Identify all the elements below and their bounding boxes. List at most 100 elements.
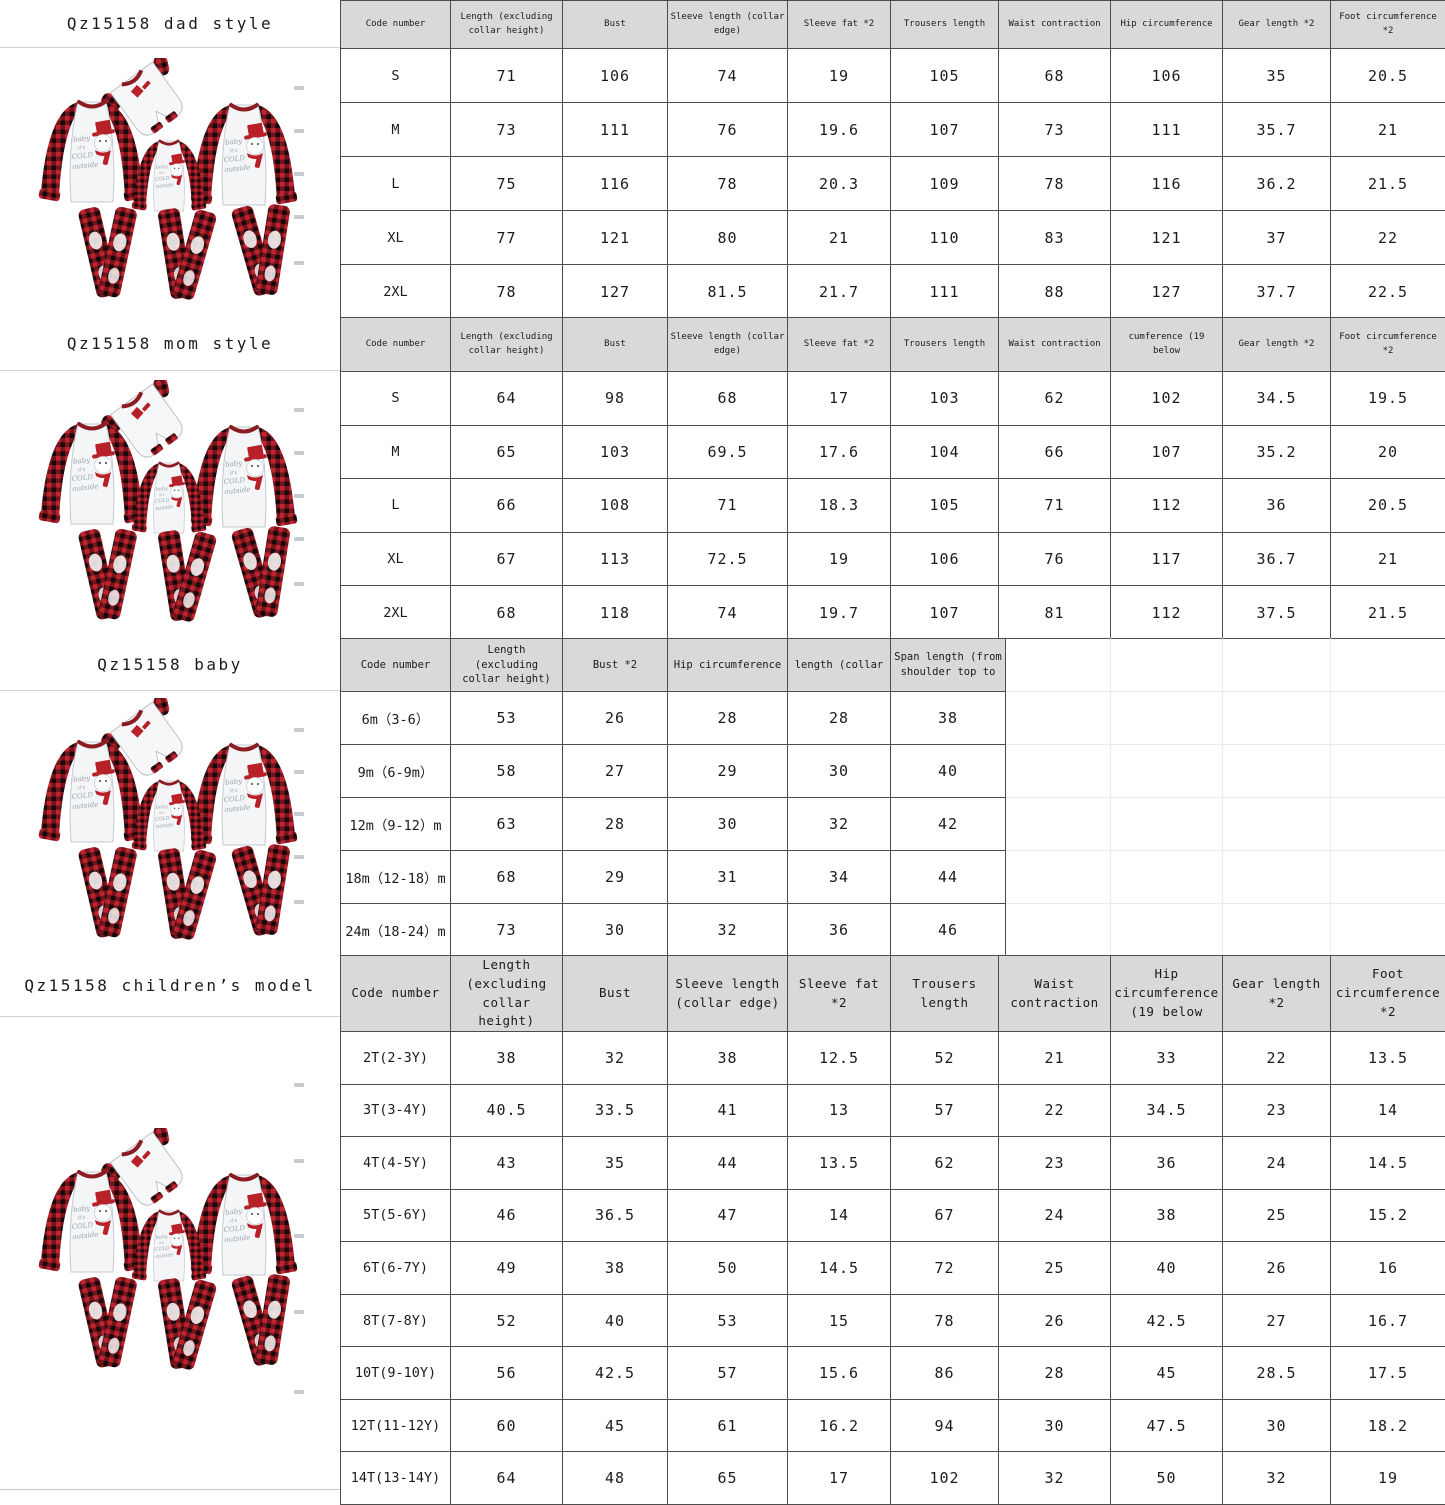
empty-cell [1111, 851, 1223, 904]
measurement-cell: 25 [1223, 1189, 1331, 1242]
measurement-cell: 72.5 [668, 532, 788, 586]
column-header: Length (excluding collar height) [451, 318, 563, 372]
pajama-set-image [20, 698, 320, 948]
measurement-cell: 64 [451, 372, 563, 426]
size-code-cell: 6T(6-7Y) [341, 1242, 451, 1295]
column-header: Span length (from shoulder top to [891, 639, 1006, 692]
measurement-cell: 73 [451, 904, 563, 957]
measurement-cell: 69.5 [668, 425, 788, 479]
column-header: Waist contraction [999, 1, 1111, 49]
measurement-cell: 62 [891, 1137, 999, 1190]
measurement-cell: 37.7 [1223, 265, 1331, 319]
measurement-cell: 20.3 [788, 157, 891, 211]
measurement-cell: 106 [1111, 49, 1223, 103]
column-header: Sleeve fat *2 [788, 956, 891, 1032]
measurement-cell: 53 [668, 1294, 788, 1347]
empty-cell [1331, 692, 1445, 745]
measurement-cell: 12.5 [788, 1032, 891, 1085]
column-header: Sleeve length (collar edge) [668, 1, 788, 49]
column-header: Code number [341, 639, 451, 692]
size-code-cell: 10T(9-10Y) [341, 1347, 451, 1400]
column-header: length (collar [788, 639, 891, 692]
measurement-cell: 94 [891, 1399, 999, 1452]
measurement-cell: 16 [1331, 1242, 1445, 1295]
measurement-cell: 34.5 [1223, 372, 1331, 426]
measurement-cell: 68 [668, 372, 788, 426]
empty-cell [1006, 798, 1111, 851]
measurement-cell: 105 [891, 49, 999, 103]
measurement-cell: 40.5 [451, 1084, 563, 1137]
column-header: Sleeve fat *2 [788, 318, 891, 372]
size-code-cell: 12T(11-12Y) [341, 1399, 451, 1452]
measurement-cell: 24 [1223, 1137, 1331, 1190]
measurement-cell: 45 [1111, 1347, 1223, 1400]
measurement-cell: 40 [1111, 1242, 1223, 1295]
measurement-cell: 32 [788, 798, 891, 851]
measurement-cell: 21.7 [788, 265, 891, 319]
measurement-cell: 20 [1331, 425, 1445, 479]
measurement-cell: 13.5 [1331, 1032, 1445, 1085]
measurement-cell: 74 [668, 586, 788, 640]
measurement-cell: 73 [451, 103, 563, 157]
column-header: Sleeve fat *2 [788, 1, 891, 49]
empty-cell [1223, 692, 1331, 745]
measurement-cell: 106 [891, 532, 999, 586]
column-header: Sleeve length (collar edge) [668, 956, 788, 1032]
size-code-cell: 6m（3-6） [341, 692, 451, 745]
column-header: Hip circumference [668, 639, 788, 692]
measurement-cell: 35 [1223, 49, 1331, 103]
measurement-cell: 98 [563, 372, 668, 426]
measurement-cell: 35.2 [1223, 425, 1331, 479]
empty-header-cell [1331, 639, 1445, 692]
section-title: Qz15158 dad style [0, 0, 340, 48]
measurement-cell: 111 [1111, 103, 1223, 157]
measurement-cell: 64 [451, 1452, 563, 1505]
measurement-cell: 38 [891, 692, 1006, 745]
photo-tick-mark [294, 1083, 304, 1087]
measurement-cell: 36 [788, 904, 891, 957]
column-header: Code number [341, 1, 451, 49]
measurement-cell: 28 [668, 692, 788, 745]
measurement-cell: 32 [563, 1032, 668, 1085]
size-code-cell: M [341, 425, 451, 479]
measurement-cell: 66 [999, 425, 1111, 479]
measurement-cell: 30 [1223, 1399, 1331, 1452]
measurement-cell: 78 [668, 157, 788, 211]
photo-column-mom: Qz15158 mom style [0, 317, 340, 639]
measurement-cell: 13 [788, 1084, 891, 1137]
measurement-cell: 22 [1331, 211, 1445, 265]
column-header: Length (excluding collar height) [451, 956, 563, 1032]
measurement-cell: 42 [891, 798, 1006, 851]
product-photo [0, 48, 340, 317]
photo-column-dad: Qz15158 dad style [0, 0, 340, 318]
measurement-cell: 37.5 [1223, 586, 1331, 640]
column-header: Bust [563, 1, 668, 49]
measurement-cell: 19.5 [1331, 372, 1445, 426]
measurement-cell: 111 [891, 265, 999, 319]
measurement-cell: 17 [788, 1452, 891, 1505]
measurement-cell: 40 [563, 1294, 668, 1347]
column-header: cumference (19 below [1111, 318, 1223, 372]
size-code-cell: 4T(4-5Y) [341, 1137, 451, 1190]
measurement-cell: 50 [1111, 1452, 1223, 1505]
section-title: Qz15158 mom style [0, 317, 340, 371]
empty-cell [1223, 798, 1331, 851]
column-header: Code number [341, 318, 451, 372]
measurement-cell: 61 [668, 1399, 788, 1452]
measurement-cell: 32 [999, 1452, 1111, 1505]
size-code-cell: 2T(2-3Y) [341, 1032, 451, 1085]
measurement-cell: 102 [891, 1452, 999, 1505]
measurement-cell: 34 [788, 851, 891, 904]
measurement-cell: 25 [999, 1242, 1111, 1295]
column-header: Length (excluding collar height) [451, 1, 563, 49]
measurement-cell: 38 [1111, 1189, 1223, 1242]
measurement-cell: 71 [451, 49, 563, 103]
section-title: Qz15158 children’s model [0, 955, 340, 1017]
